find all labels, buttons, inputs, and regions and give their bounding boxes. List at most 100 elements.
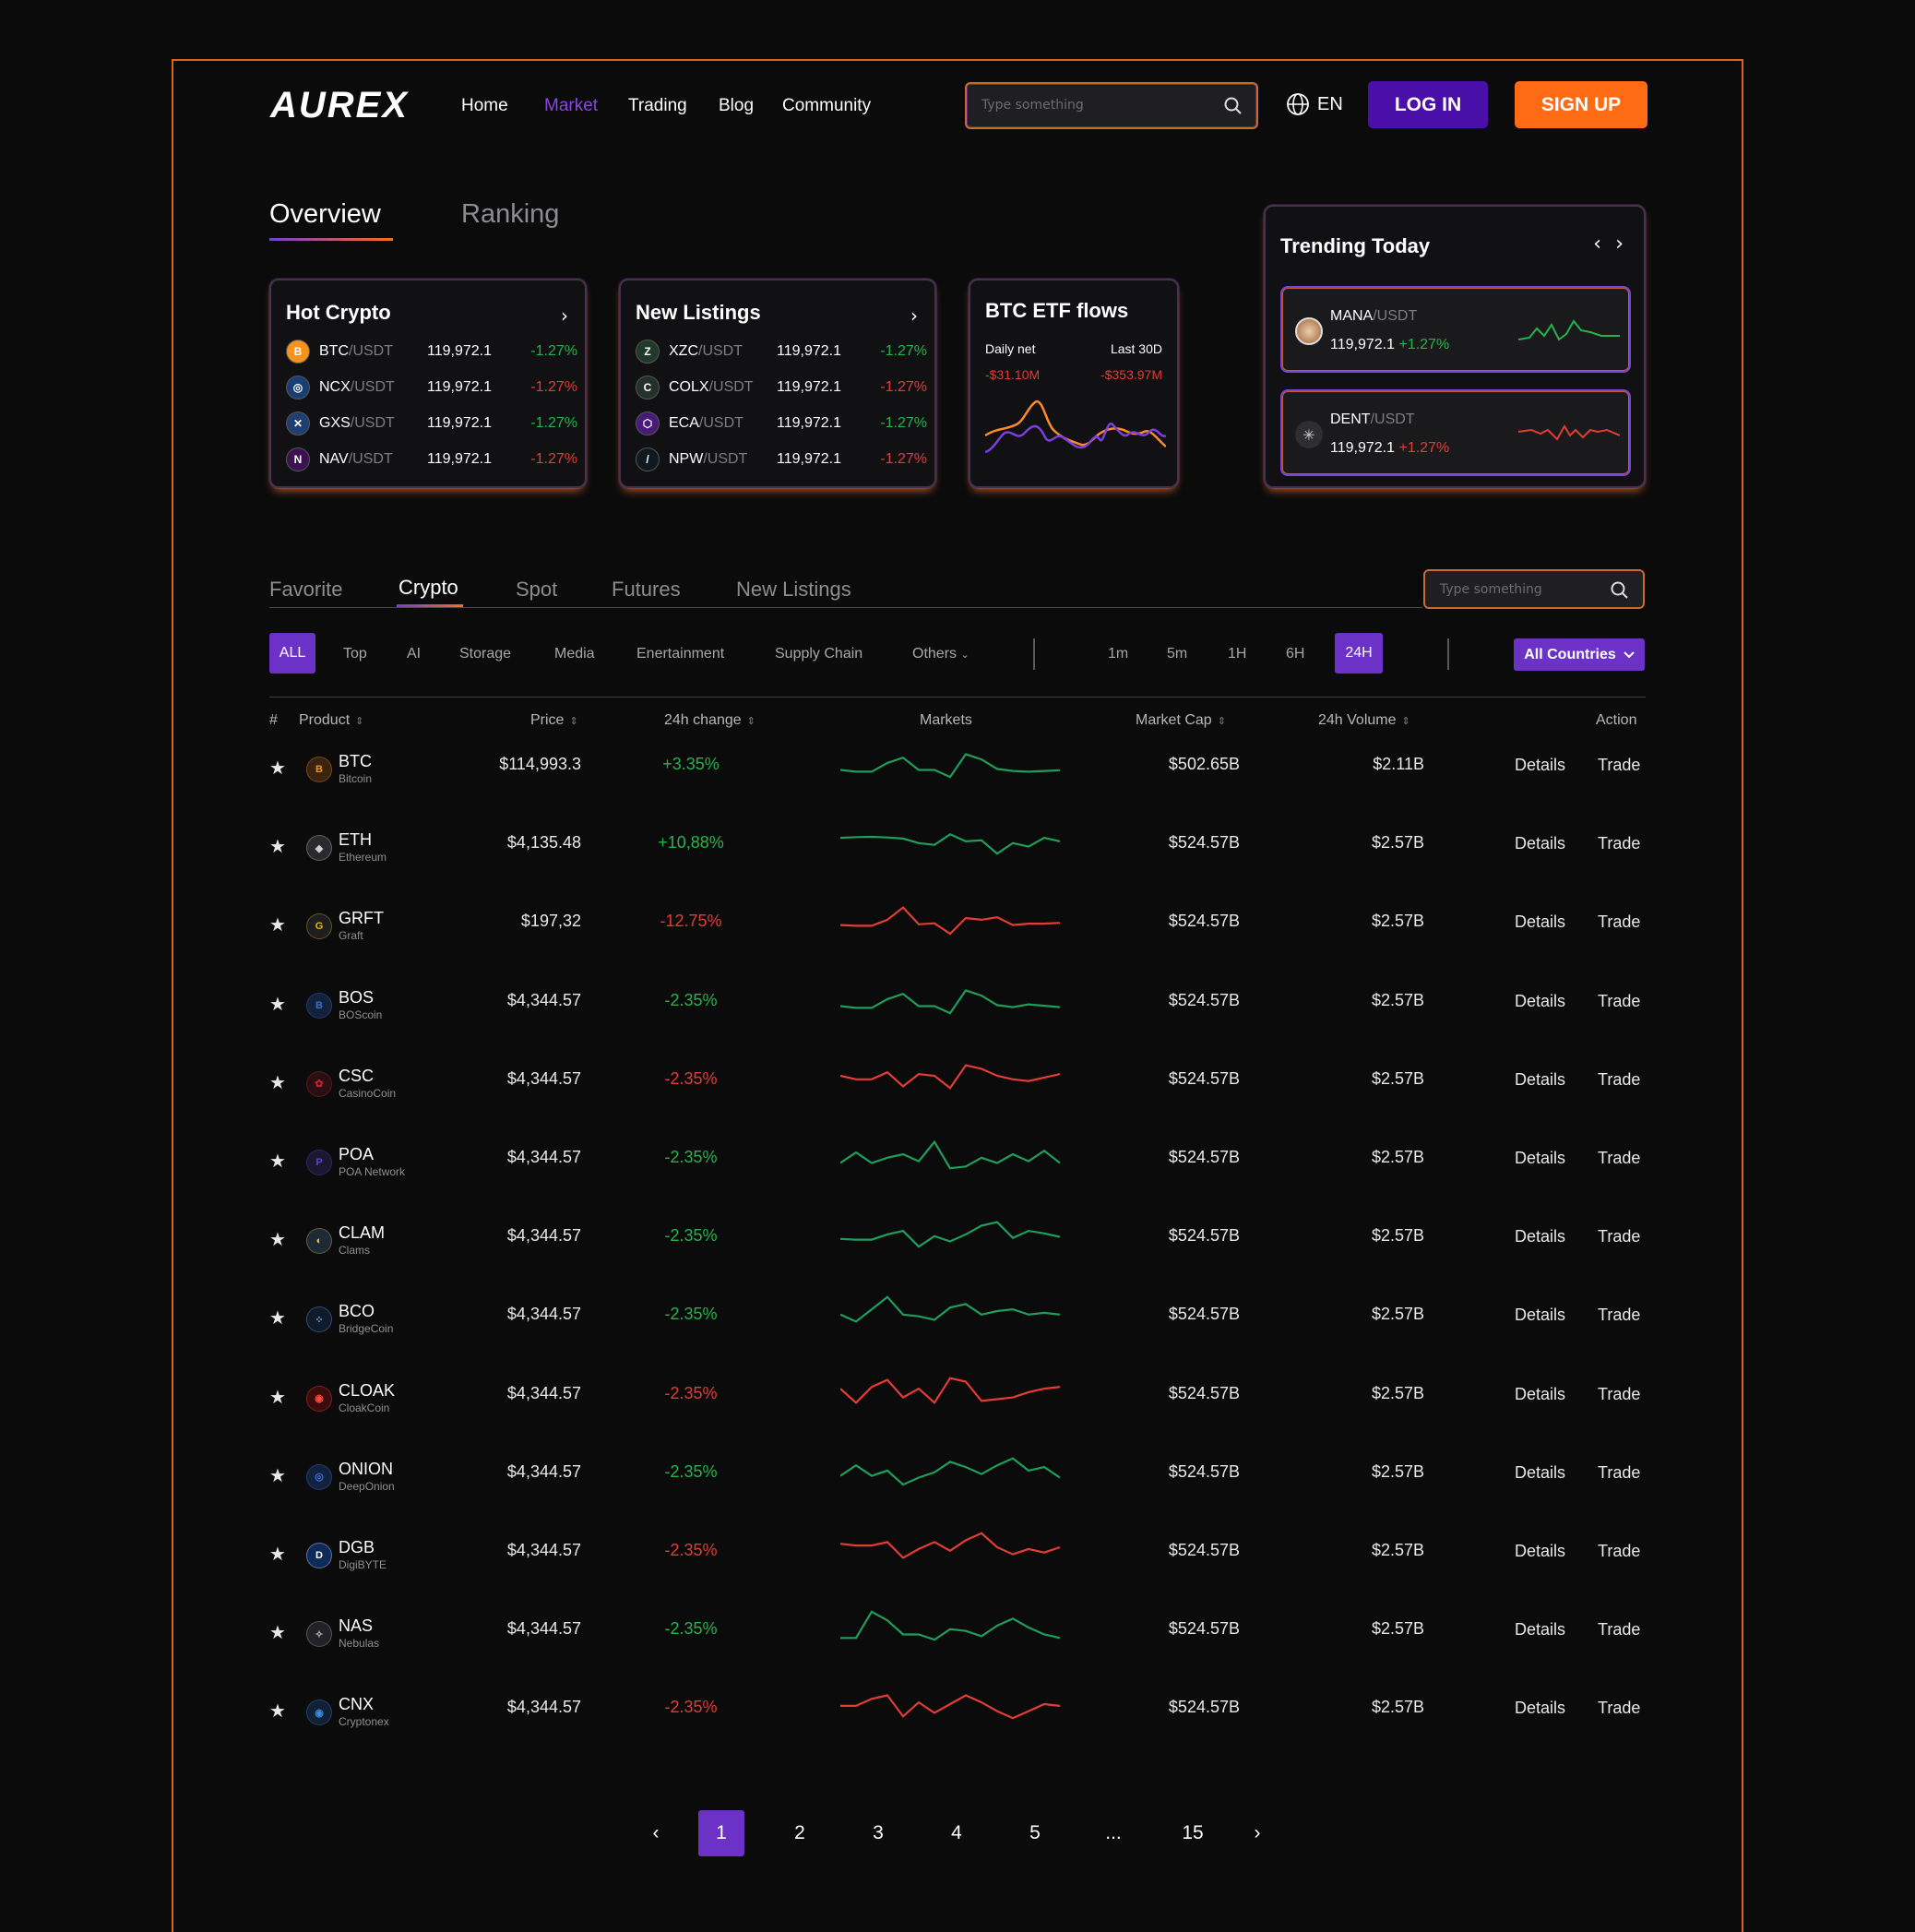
page-button[interactable]: 4 <box>951 1822 962 1843</box>
trending-item[interactable]: MANA/USDT 119,972.1 +1.27% <box>1280 286 1631 373</box>
coin-symbol[interactable]: ETH <box>339 830 372 850</box>
filter-supply-chain[interactable]: Supply Chain <box>775 646 863 662</box>
trade-link[interactable]: Trade <box>1598 1620 1641 1640</box>
nav-home[interactable]: Home <box>461 96 508 115</box>
details-link[interactable]: Details <box>1515 1069 1566 1089</box>
details-link[interactable]: Details <box>1515 1306 1566 1325</box>
ticker-row[interactable]: N NAV/USDT 119,972.1 -1.27% <box>286 446 577 473</box>
trade-link[interactable]: Trade <box>1598 834 1641 853</box>
signup-button[interactable]: SIGN UP <box>1515 81 1647 128</box>
ticker-row[interactable]: C COLX/USDT 119,972.1 -1.27% <box>636 374 927 401</box>
details-link[interactable]: Details <box>1515 1149 1566 1167</box>
search-icon[interactable] <box>1610 580 1630 601</box>
next-page-button[interactable]: › <box>1254 1822 1261 1843</box>
ticker-row[interactable]: ✕ GXS/USDT 119,972.1 -1.27% <box>286 410 577 437</box>
details-link[interactable]: Details <box>1515 756 1566 774</box>
filter-media[interactable]: Media <box>554 646 595 662</box>
trade-link[interactable]: Trade <box>1598 1699 1641 1718</box>
nav-blog[interactable]: Blog <box>719 96 755 115</box>
timeframe-1m[interactable]: 1m <box>1108 646 1129 662</box>
favorite-star-icon[interactable]: ★ <box>269 1151 286 1172</box>
details-link[interactable]: Details <box>1515 1542 1566 1560</box>
tab-new-listings[interactable]: New Listings <box>736 578 851 601</box>
details-link[interactable]: Details <box>1515 912 1566 932</box>
coin-symbol[interactable]: ONION <box>339 1459 394 1478</box>
chevron-right-icon[interactable]: › <box>910 304 918 327</box>
favorite-star-icon[interactable]: ★ <box>269 994 286 1015</box>
chevron-right-icon[interactable]: › <box>561 304 568 327</box>
col-24h-volume[interactable]: 24h Volume ⇕ <box>1318 712 1410 729</box>
nav-market[interactable]: Market <box>544 96 599 115</box>
filter-all[interactable]: ALL <box>269 633 315 674</box>
language-selector[interactable]: EN <box>1286 92 1343 116</box>
coin-symbol[interactable]: CLAM <box>339 1223 386 1243</box>
coin-symbol[interactable]: POA <box>339 1145 375 1163</box>
filter-ai[interactable]: AI <box>407 646 422 662</box>
trade-link[interactable]: Trade <box>1598 991 1641 1010</box>
page-button[interactable]: 5 <box>1029 1822 1041 1843</box>
coin-symbol[interactable]: CSC <box>339 1066 375 1085</box>
logo[interactable]: AUREX <box>270 85 410 125</box>
details-link[interactable]: Details <box>1515 1462 1566 1482</box>
col-24h-change[interactable]: 24h change ⇕ <box>664 712 755 729</box>
trade-link[interactable]: Trade <box>1598 1462 1641 1482</box>
trade-link[interactable]: Trade <box>1598 1069 1641 1089</box>
trade-link[interactable]: Trade <box>1598 912 1641 932</box>
trade-link[interactable]: Trade <box>1598 1542 1641 1560</box>
trending-item[interactable]: ✳ DENT/USDT 119,972.1 +1.27% <box>1280 389 1631 476</box>
header-search-input[interactable]: Type something <box>965 82 1258 129</box>
favorite-star-icon[interactable]: ★ <box>269 1544 286 1565</box>
timeframe-5m[interactable]: 5m <box>1167 646 1188 662</box>
tab-favorite[interactable]: Favorite <box>269 578 343 601</box>
favorite-star-icon[interactable]: ★ <box>269 758 286 779</box>
favorite-star-icon[interactable]: ★ <box>269 915 286 936</box>
favorite-star-icon[interactable]: ★ <box>269 837 286 858</box>
filter-others[interactable]: Others ⌄ <box>912 646 969 662</box>
page-button[interactable]: 2 <box>794 1822 805 1843</box>
tab-ranking[interactable]: Ranking <box>461 199 560 229</box>
favorite-star-icon[interactable]: ★ <box>269 1308 286 1330</box>
prev-page-button[interactable]: ‹ <box>652 1822 660 1843</box>
trade-link[interactable]: Trade <box>1598 1227 1641 1246</box>
coin-symbol[interactable]: BOS <box>339 987 375 1007</box>
details-link[interactable]: Details <box>1515 1384 1566 1403</box>
coin-symbol[interactable]: GRFT <box>339 909 384 928</box>
tab-crypto[interactable]: Crypto <box>398 576 458 599</box>
favorite-star-icon[interactable]: ★ <box>269 1623 286 1644</box>
coin-symbol[interactable]: CNX <box>339 1695 375 1714</box>
col-price[interactable]: Price ⇕ <box>530 712 578 729</box>
details-link[interactable]: Details <box>1515 1699 1566 1718</box>
page-button[interactable]: 3 <box>873 1822 884 1843</box>
ticker-row[interactable]: Z XZC/USDT 119,972.1 -1.27% <box>636 338 927 365</box>
search-icon[interactable] <box>1223 96 1243 116</box>
details-link[interactable]: Details <box>1515 1227 1566 1246</box>
timeframe-1h[interactable]: 1H <box>1228 646 1247 662</box>
tab-spot[interactable]: Spot <box>516 578 558 601</box>
col-product[interactable]: Product ⇕ <box>299 712 363 729</box>
details-link[interactable]: Details <box>1515 991 1566 1010</box>
favorite-star-icon[interactable]: ★ <box>269 1465 286 1486</box>
coin-symbol[interactable]: BTC <box>339 752 372 770</box>
coin-symbol[interactable]: NAS <box>339 1616 374 1636</box>
tab-overview[interactable]: Overview <box>269 199 381 229</box>
favorite-star-icon[interactable]: ★ <box>269 1230 286 1251</box>
filter-storage[interactable]: Storage <box>459 646 512 662</box>
login-button[interactable]: LOG IN <box>1368 81 1488 128</box>
chevron-left-icon[interactable]: ‹ <box>1593 233 1601 256</box>
countries-dropdown[interactable]: All Countries <box>1514 638 1645 671</box>
ticker-row[interactable]: B BTC/USDT 119,972.1 -1.27% <box>286 338 577 365</box>
filter-top[interactable]: Top <box>343 646 367 662</box>
nav-community[interactable]: Community <box>782 96 872 115</box>
details-link[interactable]: Details <box>1515 834 1566 853</box>
col-market-cap[interactable]: Market Cap ⇕ <box>1136 712 1226 729</box>
filter-entertainment[interactable]: Enertainment <box>636 646 725 662</box>
trade-link[interactable]: Trade <box>1598 756 1641 774</box>
trade-link[interactable]: Trade <box>1598 1384 1641 1403</box>
market-search-input[interactable]: Type something <box>1423 569 1645 609</box>
ticker-row[interactable]: ⬡ ECA/USDT 119,972.1 -1.27% <box>636 410 927 437</box>
coin-symbol[interactable]: BCO <box>339 1302 375 1321</box>
timeframe-24h[interactable]: 24H <box>1335 633 1383 674</box>
coin-symbol[interactable]: CLOAK <box>339 1380 396 1400</box>
chevron-right-icon[interactable]: › <box>1615 233 1624 256</box>
ticker-row[interactable]: ◎ NCX/USDT 119,972.1 -1.27% <box>286 374 577 401</box>
